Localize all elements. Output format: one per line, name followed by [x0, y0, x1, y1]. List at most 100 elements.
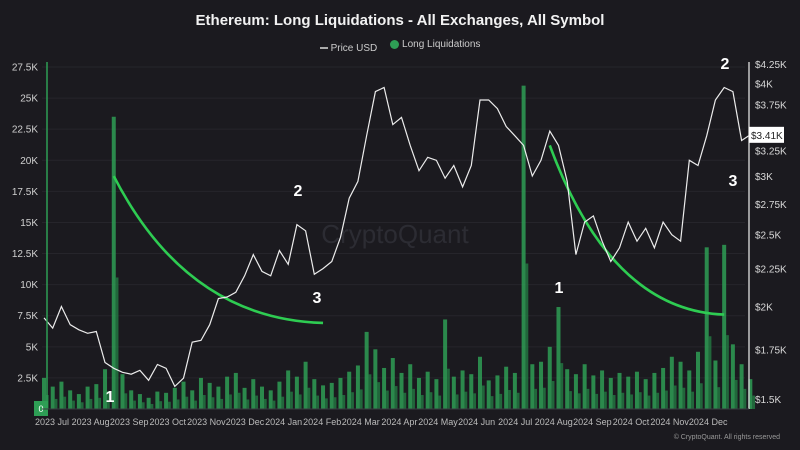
- legend-item-price[interactable]: Price USD: [319, 42, 378, 54]
- liquidation-bar: [473, 393, 476, 409]
- liquidation-bar: [621, 392, 625, 409]
- liquidation-bar: [451, 376, 456, 409]
- legend-item-liquidations[interactable]: Long Liquidations: [390, 39, 480, 50]
- liquidation-bar: [595, 393, 599, 409]
- liquidation-bar: [216, 386, 221, 409]
- left-tick-label: 12.5K: [12, 249, 38, 260]
- x-tick-label: 2023 Sep: [110, 417, 149, 427]
- chart-title: Ethereum: Long Liquidations - All Exchan…: [195, 12, 605, 29]
- liquidation-bar: [137, 394, 142, 409]
- liquidation-bar: [499, 393, 503, 409]
- legend-label: Price USD: [330, 42, 378, 54]
- liquidation-bar: [277, 381, 282, 409]
- left-tick-label: 22.5K: [12, 125, 38, 136]
- liquidation-bar: [447, 368, 450, 409]
- watermark: CryptoQuant: [321, 219, 469, 249]
- liquidation-bar: [359, 389, 363, 409]
- liquidation-bar: [185, 396, 189, 409]
- liquidation-bar: [443, 319, 448, 409]
- liquidation-bar: [691, 391, 694, 409]
- liquidation-bar: [85, 386, 90, 409]
- liquidation-bar: [508, 389, 511, 409]
- x-tick-label: 2023 Oct: [150, 417, 187, 427]
- liquidation-bar: [76, 394, 81, 409]
- liquidation-bar: [678, 361, 683, 409]
- liquidation-bar: [626, 376, 631, 409]
- liquidation-bar: [298, 394, 302, 409]
- liquidation-bar: [264, 398, 267, 409]
- liquidation-bar: [665, 390, 668, 409]
- liquidation-bar: [734, 379, 738, 409]
- liquidation-bar: [207, 382, 212, 409]
- liquidation-bar: [146, 397, 151, 409]
- liquidation-bar: [251, 379, 256, 409]
- liquidation-bar: [661, 367, 666, 409]
- x-tick-label: 2024 Jul: [498, 417, 532, 427]
- left-tick-label: 17.5K: [12, 187, 38, 198]
- right-tick-label: $1.5K: [755, 395, 781, 406]
- liquidation-bar: [225, 376, 230, 409]
- liquidation-bar: [565, 369, 570, 409]
- x-tick-label: 2023 Nov: [187, 417, 226, 427]
- x-tick-label: 2024 Mar: [342, 417, 380, 427]
- liquidation-bar: [202, 395, 206, 409]
- liquidation-bar: [722, 244, 727, 409]
- liquidation-bar: [155, 391, 160, 409]
- liquidation-bar: [133, 400, 136, 409]
- right-tick-label: $2.25K: [755, 265, 787, 276]
- left-tick-label: 27.5K: [12, 63, 38, 74]
- liquidation-bar: [272, 400, 276, 409]
- right-tick-label: $3K: [755, 172, 773, 183]
- liquidation-bar: [478, 356, 482, 409]
- liquidation-bar: [556, 307, 561, 409]
- x-tick-label: 2024 Sep: [573, 417, 612, 427]
- x-tick-label: 2023 Aug: [72, 417, 110, 427]
- liquidation-bar: [460, 370, 465, 409]
- liquidation-bar: [551, 381, 555, 409]
- liquidation-bar: [713, 360, 718, 409]
- liquidation-bar: [364, 331, 369, 409]
- liquidation-bar: [700, 383, 703, 409]
- liquidation-bar: [429, 392, 433, 409]
- liquidation-bar: [539, 361, 544, 409]
- liquidation-bar: [80, 402, 84, 409]
- dot-swatch-icon: [390, 40, 400, 49]
- x-tick-label: 2023 Dec: [226, 417, 265, 427]
- liquidation-bar: [656, 392, 660, 409]
- liquidation-bar: [717, 387, 721, 409]
- liquidation-bar: [525, 263, 529, 409]
- liquidation-bar: [434, 379, 439, 409]
- legend-label: Long Liquidations: [402, 39, 481, 50]
- liquidation-bar: [355, 365, 360, 409]
- zero-badge: [34, 401, 48, 416]
- liquidation-bar: [59, 381, 64, 409]
- x-tick-label: 2024 Apr: [381, 417, 417, 427]
- line-swatch-icon: [319, 47, 328, 49]
- liquidation-bar: [582, 364, 587, 409]
- liquidation-bar: [704, 247, 709, 409]
- liquidation-bar: [190, 390, 195, 409]
- liquidation-bar: [726, 335, 729, 409]
- right-tick-label: $1.75K: [755, 345, 787, 356]
- liquidation-bar: [325, 398, 328, 409]
- liquidation-bar: [608, 377, 613, 409]
- liquidation-bar: [294, 376, 299, 409]
- left-tick-label: 2.5K: [17, 373, 38, 384]
- liquidation-bar: [237, 392, 241, 409]
- liquidation-bar: [220, 398, 224, 409]
- liquidation-bar: [63, 396, 67, 409]
- right-tick-label: $4K: [755, 80, 773, 91]
- liquidation-bar: [150, 403, 154, 409]
- liquidation-bar: [181, 381, 186, 409]
- right-tick-label: $2K: [755, 302, 773, 313]
- liquidation-bar: [281, 396, 285, 409]
- liquidation-bar: [307, 387, 311, 409]
- liquidation-bar: [255, 395, 258, 409]
- liquidation-bar: [673, 385, 677, 409]
- liquidation-bar: [242, 387, 247, 409]
- liquidation-bar: [54, 398, 58, 409]
- liquidation-bar: [730, 344, 735, 409]
- liquidation-bar: [94, 384, 99, 409]
- liquidation-bar: [600, 370, 605, 409]
- liquidation-bar: [377, 382, 381, 409]
